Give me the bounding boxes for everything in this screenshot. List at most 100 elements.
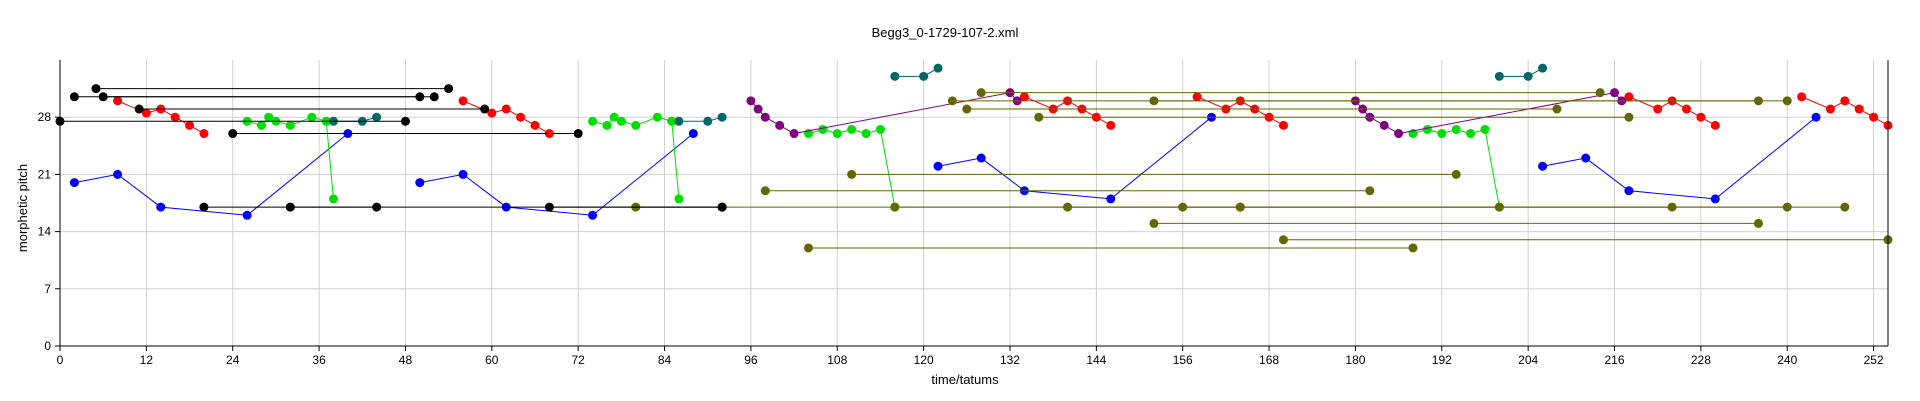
data-point [69, 92, 79, 102]
data-point [429, 92, 439, 102]
data-point [703, 116, 713, 126]
data-point [1825, 104, 1835, 114]
data-point [1278, 120, 1288, 130]
data-point [1581, 153, 1591, 163]
data-point [717, 202, 727, 212]
data-point [501, 104, 511, 114]
data-point [760, 186, 770, 196]
data-point [602, 120, 612, 130]
series-2-line-3 [1408, 124, 1504, 212]
x-tick-label-0: 0 [57, 353, 64, 367]
data-point [890, 202, 900, 212]
data-point [832, 129, 842, 139]
series-5-line-4 [760, 186, 1375, 196]
data-point [688, 129, 698, 139]
series-6-line-2 [98, 92, 425, 102]
data-point [199, 202, 209, 212]
data-point [400, 116, 410, 126]
x-tick-label-10: 120 [914, 353, 934, 367]
data-point [1710, 194, 1720, 204]
y-tick-label-3: 21 [38, 167, 52, 181]
data-point [573, 129, 583, 139]
data-point [652, 112, 662, 122]
data-point [1365, 186, 1375, 196]
series-1-line-0 [113, 96, 209, 139]
data-point [1437, 129, 1447, 139]
data-point [1696, 112, 1706, 122]
series-3-path-0 [333, 116, 377, 122]
y-axis-label: morphetic pitch [15, 164, 30, 252]
data-point [242, 210, 252, 220]
data-point [544, 202, 554, 212]
data-point [753, 104, 763, 114]
data-point [1538, 63, 1548, 73]
series-3-line-3 [1494, 63, 1548, 81]
data-point [285, 120, 295, 130]
data-point [1408, 243, 1418, 253]
data-point [1840, 96, 1850, 106]
x-tick-label-8: 96 [744, 353, 758, 367]
series-1-line-4 [1624, 92, 1720, 130]
series-0-line-3 [1538, 112, 1821, 204]
series-6-line-3 [134, 104, 490, 114]
data-point [1034, 112, 1044, 122]
data-point [285, 202, 295, 212]
x-tick-label-18: 216 [1605, 353, 1625, 367]
x-tick-label-7: 84 [658, 353, 672, 367]
data-point [98, 92, 108, 102]
y-tick-label-1: 7 [44, 282, 51, 296]
data-point [717, 112, 727, 122]
x-tick-label-4: 48 [399, 353, 413, 367]
data-point [933, 161, 943, 171]
series-5-line-14 [1149, 96, 1792, 106]
data-point [134, 104, 144, 114]
x-tick-label-19: 228 [1691, 353, 1711, 367]
data-point [1624, 112, 1634, 122]
x-tick-label-3: 36 [312, 353, 326, 367]
series-2-path-2 [808, 128, 896, 208]
series-6-line-1 [91, 84, 454, 94]
x-tick-label-1: 12 [140, 353, 154, 367]
data-point [415, 92, 425, 102]
data-point [1019, 92, 1029, 102]
data-point [1653, 104, 1663, 114]
x-axis-label: time/tatums [931, 372, 999, 387]
data-point [1480, 124, 1490, 134]
data-point [609, 112, 619, 122]
data-point [818, 124, 828, 134]
x-tick-label-21: 252 [1864, 353, 1884, 367]
data-point [444, 84, 454, 94]
data-point [803, 243, 813, 253]
series-5-line-11 [1149, 218, 1763, 228]
data-point [1451, 124, 1461, 134]
data-point [199, 129, 209, 139]
x-tick-label-17: 204 [1518, 353, 1538, 367]
data-point [1063, 202, 1073, 212]
data-point [328, 194, 338, 204]
x-tick-label-11: 132 [1000, 353, 1020, 367]
data-point [674, 116, 684, 126]
series-6-line-5 [228, 129, 583, 139]
data-point [1149, 218, 1159, 228]
data-point [1840, 202, 1850, 212]
data-point [257, 120, 267, 130]
series-1-line-5 [1797, 92, 1893, 130]
series-layer [55, 63, 1893, 253]
data-point [775, 120, 785, 130]
series-6-line-4 [55, 116, 410, 126]
series-6-line-7 [285, 202, 382, 212]
series-3-line-1 [674, 112, 727, 126]
x-tick-label-15: 180 [1345, 353, 1365, 367]
data-point [228, 129, 238, 139]
data-point [372, 202, 382, 212]
series-5-line-13 [803, 243, 1418, 253]
data-point [1854, 104, 1864, 114]
data-point [458, 169, 468, 179]
series-5-line-2 [962, 104, 1562, 114]
data-point [1106, 194, 1116, 204]
data-point [588, 116, 598, 126]
data-point [1379, 120, 1389, 130]
series-2-line-0 [242, 112, 338, 204]
data-point [933, 63, 943, 73]
